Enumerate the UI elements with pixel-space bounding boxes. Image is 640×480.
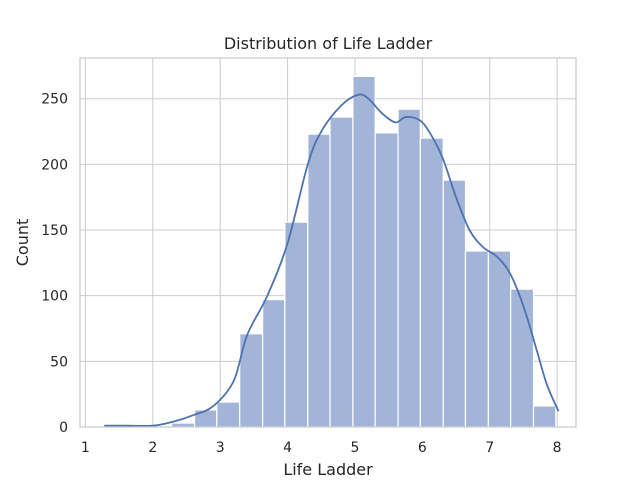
histogram-bar [193,409,218,428]
x-tick-label: 8 [553,440,562,456]
chart-title: Distribution of Life Ladder [224,34,433,53]
x-tick-label: 2 [148,440,157,456]
x-tick-label: 5 [350,440,359,456]
x-tick-label: 6 [418,440,427,456]
y-axis-label: Count [13,219,32,267]
plot-frame [79,57,577,428]
histogram-bar [307,133,331,428]
histogram-bar [352,75,376,428]
x-tick-label: 7 [485,440,494,456]
histogram-bar [284,221,309,428]
histogram-bar [374,132,399,428]
y-tick-label: 100 [41,289,68,305]
kde-curve [104,93,560,427]
x-axis-label: Life Ladder [283,460,373,479]
y-tick-labels: 0 50 100 150 200 250 [41,92,68,436]
y-tick-label: 200 [41,157,68,173]
histogram-bar [216,401,241,428]
histogram-bar [510,288,535,428]
y-tick-label: 150 [41,223,68,239]
x-tick-label: 4 [283,440,292,456]
x-tick-label: 1 [81,440,90,456]
histogram-bar [464,250,489,428]
histogram-bar [442,179,467,428]
histogram-bar [487,250,512,428]
y-tick-label: 250 [41,92,68,108]
y-tick-label: 50 [50,354,68,370]
x-tick-label: 3 [216,440,225,456]
y-tick-label: 0 [59,420,68,436]
histogram-bar [262,299,286,428]
histogram-bars [103,75,557,428]
histogram-bar [419,137,444,428]
histogram-bar [397,108,421,428]
x-tick-labels: 1 2 3 4 5 6 7 8 [81,440,562,456]
histogram-bar [532,405,557,428]
histogram-bar [329,116,354,428]
